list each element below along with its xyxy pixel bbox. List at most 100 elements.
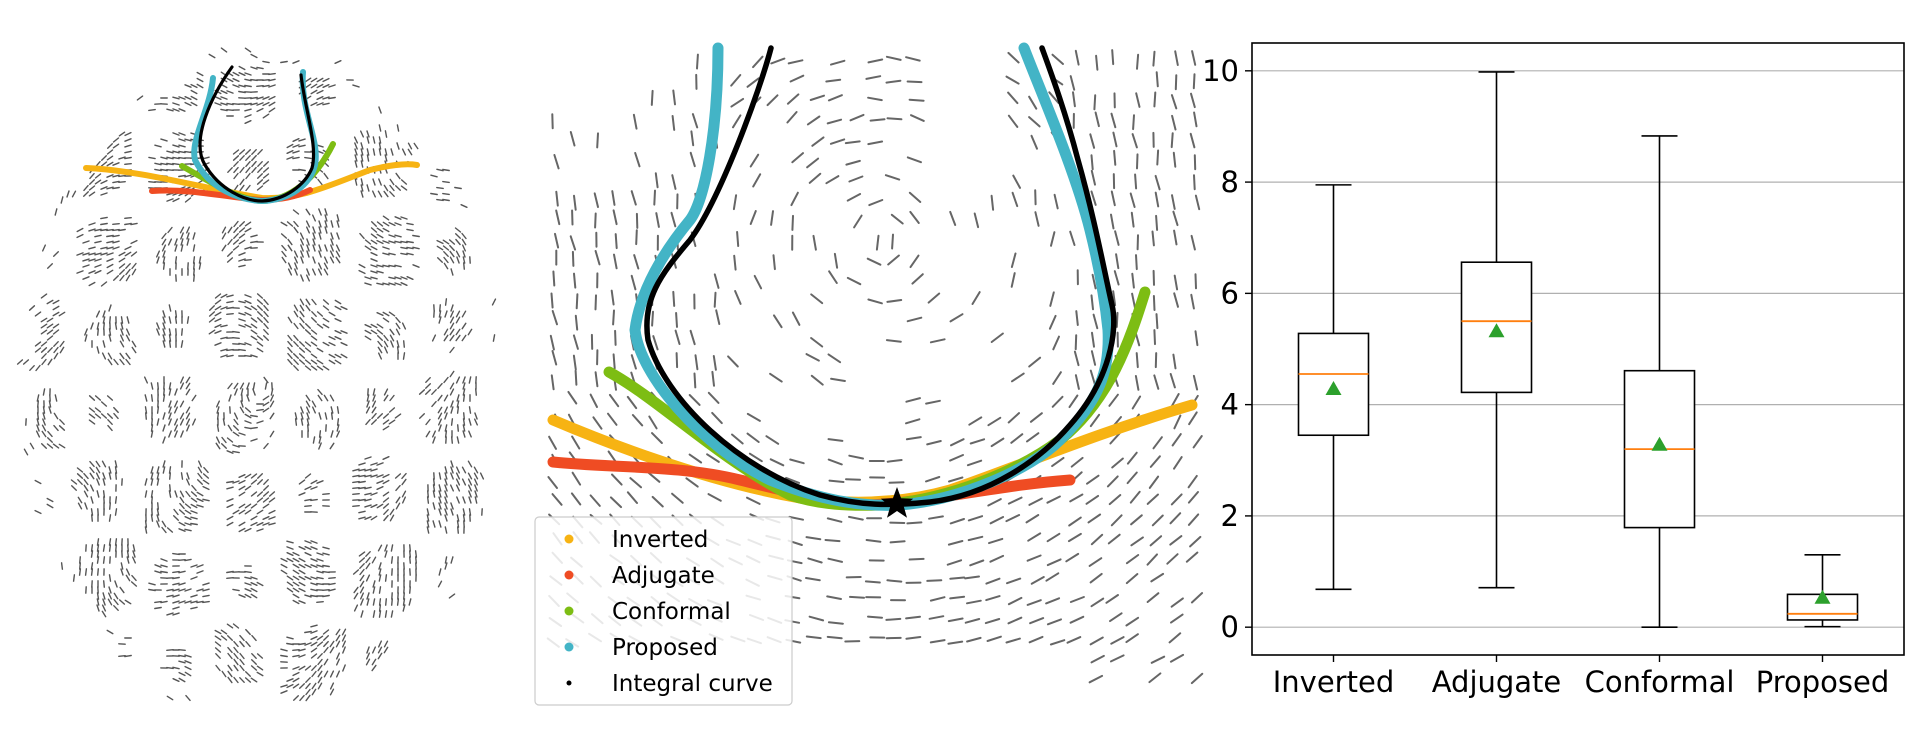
tensor-glyph xyxy=(162,316,166,324)
tensor-glyph xyxy=(359,563,365,569)
tensor-glyph xyxy=(378,562,382,570)
tensor-glyph xyxy=(184,509,192,515)
tensor-glyph xyxy=(232,77,240,83)
tensor-glyph xyxy=(730,74,742,87)
tensor-glyph xyxy=(688,453,703,464)
tensor-glyph xyxy=(1134,375,1140,391)
tensor-glyph xyxy=(102,316,106,324)
tensor-glyph xyxy=(215,442,221,450)
tensor-glyph xyxy=(412,234,420,238)
tensor-glyph xyxy=(406,240,414,244)
tensor-glyph xyxy=(608,393,620,408)
tensor-glyph xyxy=(226,257,234,263)
tensor-glyph xyxy=(100,155,108,161)
tensor-glyph xyxy=(179,382,185,390)
tensor-glyph xyxy=(555,209,561,226)
tensor-glyph xyxy=(1190,234,1196,251)
tensor-glyph xyxy=(89,466,95,474)
legend-label-adjugate: Adjugate xyxy=(612,563,715,589)
tensor-glyph xyxy=(40,341,48,347)
box-inverted xyxy=(1297,184,1370,591)
tensor-glyph xyxy=(190,564,198,568)
tensor-glyph xyxy=(305,694,311,702)
tensor-glyph xyxy=(306,412,310,420)
tensor-glyph xyxy=(1125,554,1140,565)
tensor-glyph xyxy=(371,556,377,564)
box-proposed xyxy=(1786,554,1859,628)
tensor-glyph xyxy=(457,526,459,534)
tensor-glyph xyxy=(352,505,360,507)
tensor-glyph xyxy=(372,190,376,198)
tensor-glyph xyxy=(246,382,250,390)
tensor-glyph xyxy=(197,460,203,468)
tensor-glyph xyxy=(179,376,185,384)
tensor-glyph xyxy=(100,281,108,287)
tensor-glyph xyxy=(311,317,317,323)
tensor-glyph xyxy=(849,595,865,599)
tensor-glyph xyxy=(244,503,252,509)
tensor-glyph xyxy=(1046,558,1062,567)
tensor-glyph xyxy=(1169,512,1182,525)
tensor-glyph xyxy=(215,400,221,408)
tensor-glyph xyxy=(443,334,449,342)
tensor-glyph xyxy=(1074,374,1080,390)
tensor-glyph xyxy=(448,593,456,599)
tensor-glyph xyxy=(108,514,112,522)
tensor-glyph xyxy=(108,586,112,594)
tensor-glyph xyxy=(867,298,883,305)
tensor-glyph xyxy=(226,313,234,315)
tensor-glyph xyxy=(310,77,318,83)
tensor-glyph xyxy=(1074,49,1080,66)
tensor-glyph xyxy=(233,646,239,654)
tensor-glyph xyxy=(364,474,372,478)
tensor-glyph xyxy=(444,298,448,306)
legend: Inverted Adjugate Conformal Proposed Int… xyxy=(534,516,793,706)
tensor-glyph xyxy=(126,556,130,564)
tensor-glyph xyxy=(162,250,166,258)
tensor-glyph xyxy=(178,156,186,160)
tensor-glyph xyxy=(449,244,455,252)
tensor-glyph xyxy=(126,316,130,324)
tensor-glyph xyxy=(383,184,389,192)
tensor-glyph xyxy=(371,658,377,666)
tensor-glyph xyxy=(268,95,276,101)
tensor-glyph xyxy=(168,472,172,480)
tensor-glyph xyxy=(124,131,132,137)
tensor-glyph xyxy=(376,264,384,268)
tensor-glyph xyxy=(310,641,318,647)
tensor-glyph xyxy=(263,316,269,324)
tensor-glyph xyxy=(238,239,246,245)
tensor-glyph xyxy=(671,174,677,190)
tensor-glyph xyxy=(449,370,455,378)
tensor-glyph xyxy=(317,664,323,672)
tensor-glyph xyxy=(172,132,180,136)
tensor-glyph xyxy=(215,664,221,672)
tensor-glyph xyxy=(232,588,240,592)
tensor-glyph xyxy=(450,310,454,318)
tensor-glyph xyxy=(196,498,204,502)
tensor-glyph xyxy=(1126,471,1138,485)
tensor-glyph xyxy=(450,556,454,564)
tensor-glyph xyxy=(569,131,576,147)
tensor-glyph xyxy=(370,251,378,257)
tensor-glyph xyxy=(311,682,317,690)
tensor-glyph xyxy=(310,540,318,544)
tensor-glyph xyxy=(430,192,438,196)
tensor-glyph xyxy=(108,466,112,474)
tensor-glyph xyxy=(239,664,245,672)
tensor-glyph xyxy=(244,227,252,233)
tensor-glyph xyxy=(1007,51,1020,64)
tensor-glyph xyxy=(298,575,306,581)
tensor-glyph xyxy=(268,522,276,526)
tensor-glyph xyxy=(317,388,323,396)
tensor-glyph xyxy=(647,471,661,483)
tensor-glyph xyxy=(946,559,963,566)
tensor-glyph xyxy=(262,113,270,119)
tensor-glyph xyxy=(120,316,124,324)
tensor-glyph xyxy=(144,406,148,414)
tensor-glyph xyxy=(370,264,378,268)
tensor-glyph xyxy=(414,550,418,558)
tensor-glyph xyxy=(806,157,820,169)
tensor-glyph xyxy=(226,437,234,443)
tensor-glyph xyxy=(554,232,560,249)
